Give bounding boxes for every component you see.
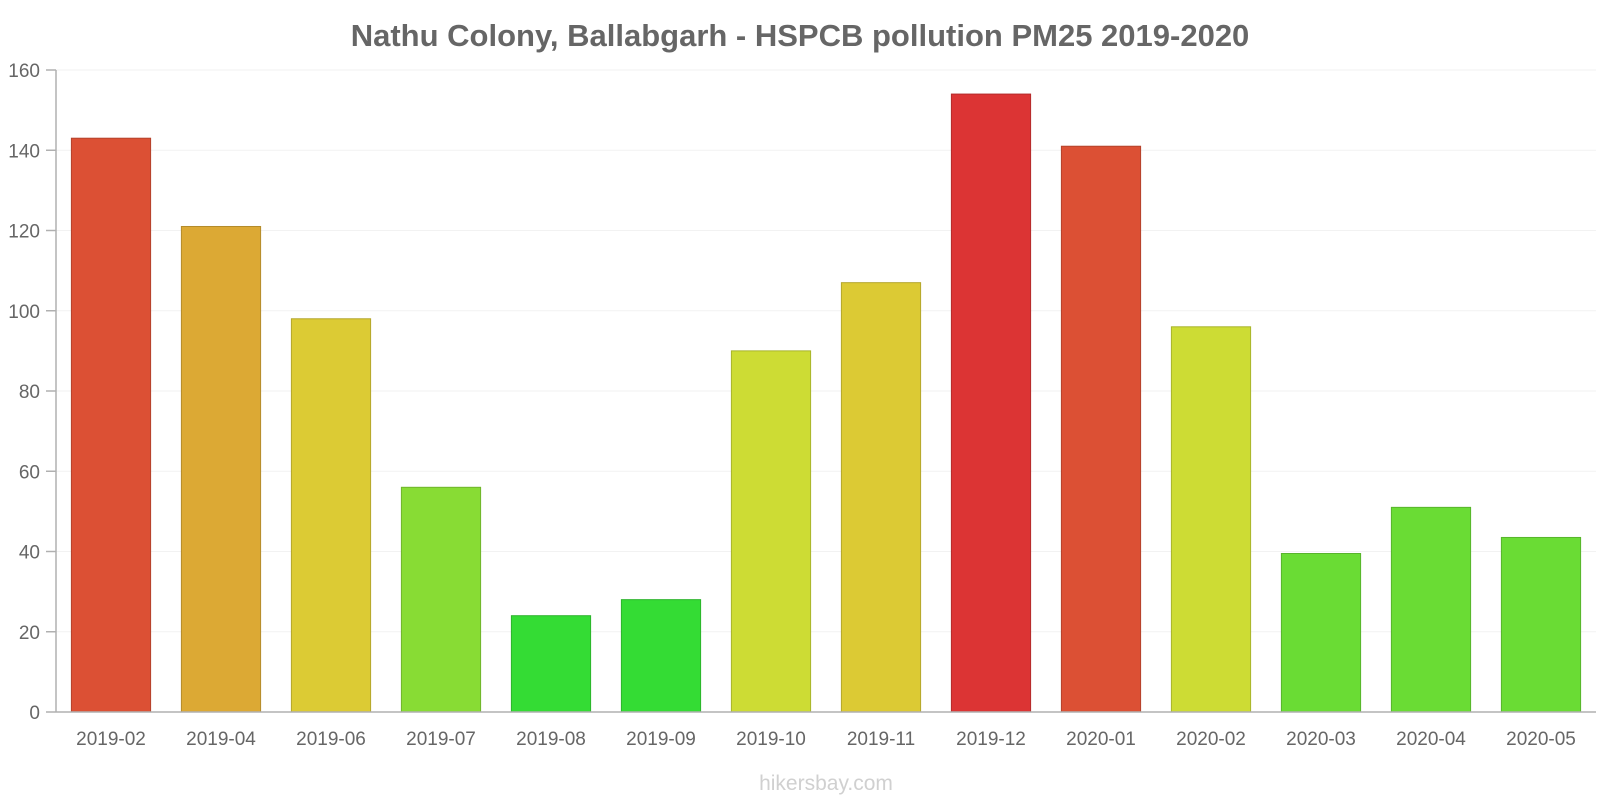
x-tick-label: 2020-05 <box>1506 729 1576 750</box>
bar-2020-05[interactable] <box>1500 536 1582 713</box>
bar-2019-11[interactable] <box>840 282 922 713</box>
x-tick-label: 2019-04 <box>186 729 256 750</box>
y-tick-label: 160 <box>8 61 40 82</box>
watermark: hikersbay.com <box>759 772 893 795</box>
x-tick-label: 2019-11 <box>847 729 915 750</box>
bar-2019-04[interactable] <box>180 225 262 713</box>
bar-2020-04[interactable] <box>1390 506 1472 713</box>
y-tick-label: 100 <box>8 302 40 323</box>
bar-2019-12[interactable] <box>950 93 1032 713</box>
x-tick-label: 2020-01 <box>1066 729 1136 750</box>
x-tick-label: 2019-10 <box>736 729 806 750</box>
bar-2019-09[interactable] <box>620 599 702 713</box>
y-tick-label: 0 <box>29 703 40 724</box>
chart-title: Nathu Colony, Ballabgarh - HSPCB polluti… <box>351 18 1250 53</box>
y-axis <box>46 69 57 713</box>
bar-2020-02[interactable] <box>1170 326 1252 713</box>
x-tick-label: 2019-12 <box>956 729 1026 750</box>
bar-2020-03[interactable] <box>1280 553 1362 713</box>
y-tick-label: 20 <box>19 623 40 644</box>
bar-2019-07[interactable] <box>400 486 482 713</box>
x-tick-label: 2020-02 <box>1176 729 1246 750</box>
y-tick-label: 120 <box>8 222 40 243</box>
bar-2020-01[interactable] <box>1060 145 1142 713</box>
x-tick-label: 2019-07 <box>406 729 476 750</box>
x-tick-label: 2019-02 <box>76 729 146 750</box>
bar-2019-10[interactable] <box>730 350 812 713</box>
y-tick-label: 80 <box>19 382 40 403</box>
y-tick-label: 40 <box>19 543 40 564</box>
bars <box>70 93 1582 713</box>
grid-lines <box>56 69 1596 633</box>
y-tick-label: 60 <box>19 462 40 483</box>
x-tick-label: 2019-09 <box>626 729 696 750</box>
bar-2019-02[interactable] <box>70 137 152 713</box>
x-tick-labels: 2019-02 2019-04 2019-06 2019-07 2019-08 2019-… <box>76 729 1576 750</box>
x-tick-label: 2019-08 <box>516 729 586 750</box>
bar-2019-08[interactable] <box>510 615 592 713</box>
bar-2019-06[interactable] <box>290 318 372 713</box>
x-tick-label: 2019-06 <box>296 729 366 750</box>
x-tick-label: 2020-04 <box>1396 729 1466 750</box>
y-tick-label: 140 <box>8 141 40 162</box>
x-tick-label: 2020-03 <box>1286 729 1356 750</box>
y-tick-labels: 0 20 40 60 80 100 120 140 160 <box>8 61 40 724</box>
